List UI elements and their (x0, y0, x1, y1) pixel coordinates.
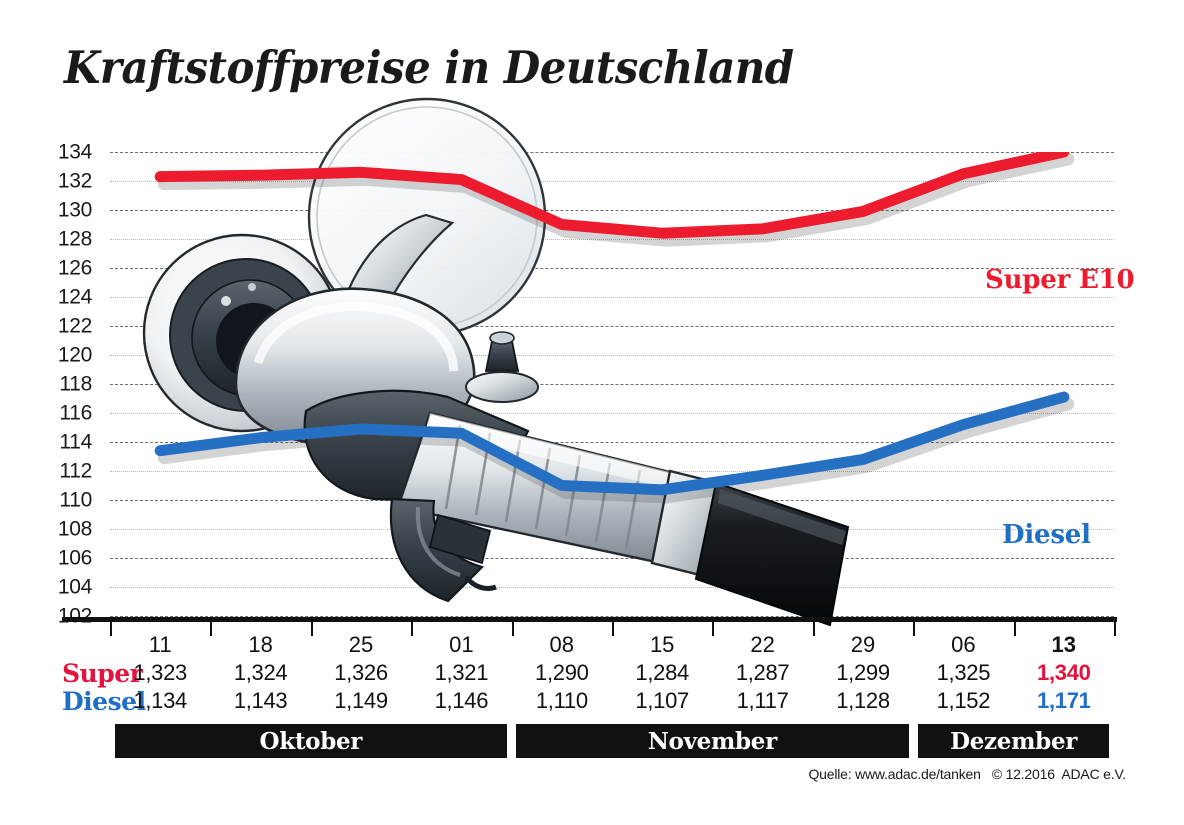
gridline (110, 529, 1114, 530)
x-axis-tick-label: 18 (248, 632, 273, 657)
table-cell: 1,323 (133, 660, 187, 685)
y-axis-tick-label: 128 (57, 227, 92, 251)
x-axis-tick-label: 25 (348, 632, 374, 657)
month-bar: Dezember (917, 724, 1110, 758)
table-cell: 1,149 (334, 688, 388, 713)
gridline (110, 500, 1114, 501)
x-axis-tick (612, 622, 614, 636)
table-cell: 1,107 (635, 688, 689, 713)
x-axis-tick-label: 06 (951, 632, 976, 657)
gridline (110, 558, 1114, 559)
table-cell: 1,171 (1037, 688, 1091, 713)
x-axis-tick-label: 08 (549, 632, 575, 657)
x-axis-tick (712, 622, 715, 636)
table-cell: 1,340 (1037, 660, 1091, 685)
gridline (110, 616, 1114, 617)
x-axis-tick-label: 01 (449, 632, 474, 657)
table-cell: 1,146 (434, 688, 489, 713)
gridline (110, 239, 1114, 240)
table-cell: 1,325 (936, 660, 991, 685)
x-axis-tick (110, 622, 112, 636)
x-axis-tick-labels: 11 18 25 01 08 15 22 29 06 13 (110, 632, 1114, 660)
x-axis-tick (913, 622, 916, 636)
table-cell: 1,143 (233, 688, 288, 713)
y-axis-tick-label: 102 (57, 604, 92, 628)
y-axis-tick-label: 112 (59, 459, 92, 483)
table-cell: 1,284 (635, 660, 689, 685)
x-axis-tick (210, 622, 213, 636)
table-cell: 1,117 (736, 688, 789, 713)
x-axis-tick (511, 622, 514, 636)
y-axis-tick-label: 114 (59, 430, 92, 454)
x-axis-tick-label: 29 (850, 632, 876, 657)
gridline (110, 355, 1114, 356)
month-bar: November (516, 724, 909, 758)
y-axis-labels: 134 132 130 128 126 124 122 120 118 116 114 112 110 1… (0, 142, 104, 627)
gridline (110, 384, 1114, 385)
y-axis-tick-label: 130 (57, 198, 92, 222)
x-axis-tick (1114, 622, 1116, 636)
source-note: Quelle: www.adac.de/tanken © 12.2016 ADA… (808, 766, 1126, 782)
x-axis-tick-label: 22 (750, 632, 775, 657)
x-axis-tick (310, 622, 313, 636)
table-cell: 1,324 (233, 660, 288, 685)
month-bar: Oktober (114, 724, 508, 758)
table-cell: 1,134 (133, 688, 187, 713)
table-cell: 1,287 (735, 660, 790, 685)
series-label-super: Super E10 (985, 265, 1135, 295)
x-axis-ticks (110, 622, 1116, 636)
gridlines (110, 152, 1114, 617)
gridline (110, 268, 1114, 269)
y-axis-tick-label: 118 (59, 372, 92, 396)
series-label-diesel: Diesel (1002, 520, 1091, 550)
gridline (110, 181, 1114, 182)
month-bars: Oktober November Dezember (0, 724, 1184, 758)
x-axis-tick (812, 622, 815, 636)
gridline (110, 413, 1114, 414)
y-axis-tick-label: 106 (57, 546, 92, 570)
x-axis-tick-label: 11 (148, 632, 172, 657)
y-axis-tick-label: 122 (57, 314, 92, 338)
x-axis-rule (62, 617, 1117, 622)
y-axis-tick-label: 132 (57, 169, 92, 193)
gridline (110, 326, 1114, 327)
data-table: Super Diesel 1,323 1,324 1,326 1,321 1,290 1,… (0, 659, 1184, 717)
gridline (110, 587, 1114, 588)
table-row-label-diesel: Diesel (62, 687, 146, 716)
table-cell: 1,299 (836, 660, 890, 685)
table-cell: 1,321 (434, 660, 489, 685)
x-axis-tick-label: 13 (1051, 632, 1077, 657)
table-cell: 1,290 (535, 660, 589, 685)
y-axis-tick-label: 110 (59, 488, 92, 512)
x-axis-tick (1013, 622, 1016, 636)
table-cell: 1,326 (334, 660, 388, 685)
y-axis-tick-label: 124 (57, 285, 92, 309)
gridline (110, 297, 1114, 298)
gridline (110, 471, 1114, 472)
plot-area (110, 152, 1114, 617)
y-axis-tick-label: 126 (57, 256, 92, 280)
y-axis-tick-label: 134 (57, 140, 92, 164)
table-row-label-super: Super (62, 659, 143, 688)
x-axis-tick (411, 622, 414, 636)
y-axis-tick-label: 108 (57, 517, 92, 541)
page-title: Kraftstoffpreise in Deutschland (64, 41, 794, 94)
table-cell: 1,128 (836, 688, 890, 713)
x-axis-tick-label: 15 (649, 632, 675, 657)
y-axis-tick-label: 104 (57, 575, 92, 599)
y-axis-tick-label: 120 (57, 343, 92, 367)
gridline (110, 152, 1114, 153)
table-cell: 1,152 (936, 688, 991, 713)
gridline (110, 210, 1114, 211)
table-cell: 1,110 (535, 688, 588, 713)
y-axis-tick-label: 116 (59, 401, 92, 425)
gridline (110, 442, 1114, 443)
